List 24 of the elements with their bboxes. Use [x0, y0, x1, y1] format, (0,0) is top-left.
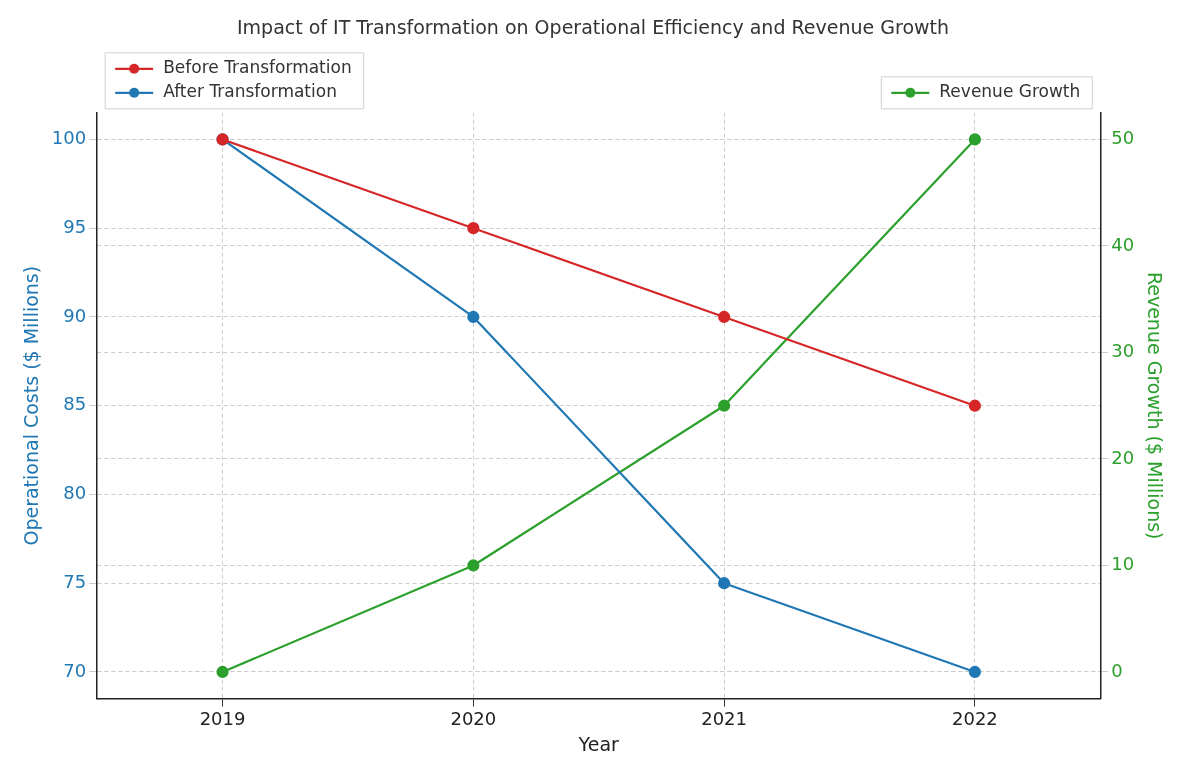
y2-axis-title: Revenue Growth ($ Millions) — [1143, 271, 1166, 540]
x-tick-label: 2021 — [701, 708, 748, 730]
y2-tick-label: 0 — [1111, 659, 1123, 681]
y-tick-label: 75 — [63, 570, 87, 592]
x-tick-label: 2020 — [450, 708, 497, 730]
x-axis-title: Year — [577, 732, 620, 755]
y2-tick-label: 40 — [1111, 233, 1135, 255]
y-tick-label: 95 — [63, 215, 87, 237]
x-tick-label: 2022 — [952, 708, 998, 730]
y2-tick-label: 10 — [1111, 553, 1135, 575]
y-tick-label: 80 — [63, 482, 87, 504]
y-tick-label: 90 — [63, 304, 87, 326]
legend-label: After Transformation — [163, 81, 337, 102]
x-tick-label: 2019 — [199, 708, 246, 730]
legend-label: Before Transformation — [163, 57, 352, 78]
y2-tick-label: 30 — [1111, 340, 1135, 362]
y-tick-label: 85 — [63, 393, 87, 415]
y2-tick-label: 20 — [1111, 446, 1135, 468]
y-tick-label: 70 — [63, 659, 87, 681]
chart-title: Impact of IT Transformation on Operational Efficiency and Revenue Growth — [236, 16, 950, 39]
y2-tick-label: 50 — [1111, 127, 1135, 149]
y-tick-label: 100 — [51, 127, 87, 149]
y-axis-title: Operational Costs ($ Millions) — [20, 265, 43, 546]
legend-label: Revenue Growth — [939, 81, 1081, 102]
